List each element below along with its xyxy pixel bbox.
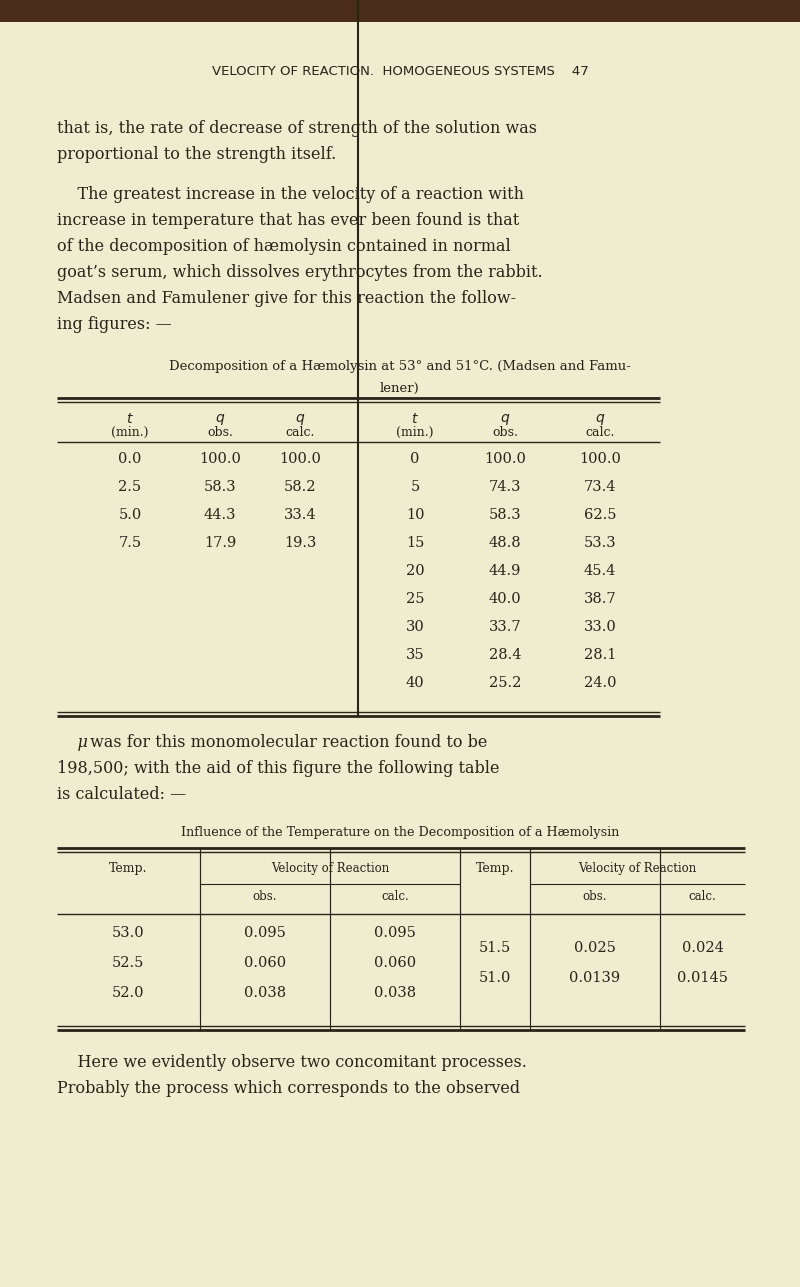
Text: 0.024: 0.024 — [682, 941, 723, 955]
Text: 2.5: 2.5 — [118, 480, 142, 494]
Text: 198,500; with the aid of this figure the following table: 198,500; with the aid of this figure the… — [57, 761, 499, 777]
Text: 0.025: 0.025 — [574, 941, 616, 955]
Text: 58.3: 58.3 — [489, 508, 522, 523]
Text: 0.095: 0.095 — [244, 927, 286, 940]
Text: calc.: calc. — [381, 891, 409, 903]
Text: was for this monomolecular reaction found to be: was for this monomolecular reaction foun… — [85, 734, 487, 752]
Text: 5: 5 — [410, 480, 420, 494]
Text: ing figures: —: ing figures: — — [57, 317, 172, 333]
Text: 33.0: 33.0 — [584, 620, 616, 634]
Text: that is, the rate of decrease of strength of the solution was: that is, the rate of decrease of strengt… — [57, 120, 537, 136]
Text: 10: 10 — [406, 508, 424, 523]
Text: 44.3: 44.3 — [204, 508, 236, 523]
Text: 0.038: 0.038 — [374, 986, 416, 1000]
Text: The greatest increase in the velocity of a reaction with: The greatest increase in the velocity of… — [57, 187, 524, 203]
Text: 0.060: 0.060 — [374, 956, 416, 970]
Text: Velocity of Reaction: Velocity of Reaction — [578, 862, 697, 875]
Text: Here we evidently observe two concomitant processes.: Here we evidently observe two concomitan… — [57, 1054, 527, 1071]
Text: 25: 25 — [406, 592, 424, 606]
Text: $q$: $q$ — [295, 412, 305, 427]
Text: 28.1: 28.1 — [584, 647, 616, 662]
Text: lener): lener) — [380, 382, 420, 395]
Text: Velocity of Reaction: Velocity of Reaction — [271, 862, 389, 875]
Text: 0: 0 — [410, 452, 420, 466]
Text: 25.2: 25.2 — [489, 676, 521, 690]
Text: Decomposition of a Hæmolysin at 53° and 51°C. (Madsen and Famu-: Decomposition of a Hæmolysin at 53° and … — [169, 360, 631, 373]
Text: $t$: $t$ — [126, 412, 134, 426]
Text: 0.095: 0.095 — [374, 927, 416, 940]
Text: obs.: obs. — [253, 891, 278, 903]
Text: 24.0: 24.0 — [584, 676, 616, 690]
Text: Influence of the Temperature on the Decomposition of a Hæmolysin: Influence of the Temperature on the Deco… — [181, 826, 619, 839]
Text: 15: 15 — [406, 535, 424, 550]
Text: 0.0: 0.0 — [118, 452, 142, 466]
Text: 100.0: 100.0 — [484, 452, 526, 466]
Text: 100.0: 100.0 — [579, 452, 621, 466]
Text: 17.9: 17.9 — [204, 535, 236, 550]
Text: $q$: $q$ — [595, 412, 605, 427]
Text: 58.3: 58.3 — [204, 480, 236, 494]
Text: 20: 20 — [406, 564, 424, 578]
Text: calc.: calc. — [286, 426, 314, 439]
Text: $q$: $q$ — [500, 412, 510, 427]
Text: obs.: obs. — [582, 891, 607, 903]
Text: calc.: calc. — [586, 426, 614, 439]
Text: 51.0: 51.0 — [479, 970, 511, 985]
Text: Madsen and Famulener give for this reaction the follow-: Madsen and Famulener give for this react… — [57, 290, 516, 308]
Text: 53.0: 53.0 — [112, 927, 144, 940]
Text: increase in temperature that has ever been found is that: increase in temperature that has ever be… — [57, 212, 519, 229]
Text: (min.): (min.) — [111, 426, 149, 439]
Text: 51.5: 51.5 — [479, 941, 511, 955]
Text: obs.: obs. — [492, 426, 518, 439]
Text: proportional to the strength itself.: proportional to the strength itself. — [57, 145, 336, 163]
Text: 40: 40 — [406, 676, 424, 690]
Text: 48.8: 48.8 — [489, 535, 522, 550]
Text: 0.038: 0.038 — [244, 986, 286, 1000]
Text: 40.0: 40.0 — [489, 592, 522, 606]
Text: (min.): (min.) — [396, 426, 434, 439]
Text: 38.7: 38.7 — [584, 592, 616, 606]
Text: 33.4: 33.4 — [284, 508, 316, 523]
Text: 58.2: 58.2 — [284, 480, 316, 494]
Text: 52.0: 52.0 — [112, 986, 144, 1000]
Text: Temp.: Temp. — [476, 862, 514, 875]
Bar — [0, 0, 800, 22]
Text: 0.060: 0.060 — [244, 956, 286, 970]
Text: 5.0: 5.0 — [118, 508, 142, 523]
Text: 44.9: 44.9 — [489, 564, 521, 578]
Text: Temp.: Temp. — [109, 862, 147, 875]
Text: μ: μ — [57, 734, 88, 752]
Text: 73.4: 73.4 — [584, 480, 616, 494]
Text: 0.0145: 0.0145 — [677, 970, 728, 985]
Text: $t$: $t$ — [411, 412, 419, 426]
Text: 53.3: 53.3 — [584, 535, 616, 550]
Text: 74.3: 74.3 — [489, 480, 522, 494]
Text: 52.5: 52.5 — [112, 956, 144, 970]
Text: is calculated: —: is calculated: — — [57, 786, 186, 803]
Text: VELOCITY OF REACTION.  HOMOGENEOUS SYSTEMS    47: VELOCITY OF REACTION. HOMOGENEOUS SYSTEM… — [212, 66, 588, 79]
Text: 33.7: 33.7 — [489, 620, 522, 634]
Text: 28.4: 28.4 — [489, 647, 522, 662]
Text: 35: 35 — [406, 647, 424, 662]
Text: 7.5: 7.5 — [118, 535, 142, 550]
Text: 0.0139: 0.0139 — [570, 970, 621, 985]
Text: 19.3: 19.3 — [284, 535, 316, 550]
Text: $q$: $q$ — [215, 412, 225, 427]
Text: of the decomposition of hæmolysin contained in normal: of the decomposition of hæmolysin contai… — [57, 238, 510, 255]
Text: goat’s serum, which dissolves erythrocytes from the rabbit.: goat’s serum, which dissolves erythrocyt… — [57, 264, 542, 281]
Text: 45.4: 45.4 — [584, 564, 616, 578]
Text: obs.: obs. — [207, 426, 233, 439]
Text: 100.0: 100.0 — [199, 452, 241, 466]
Text: 62.5: 62.5 — [584, 508, 616, 523]
Text: Probably the process which corresponds to the observed: Probably the process which corresponds t… — [57, 1080, 520, 1097]
Text: 30: 30 — [406, 620, 424, 634]
Text: 100.0: 100.0 — [279, 452, 321, 466]
Text: calc.: calc. — [689, 891, 716, 903]
